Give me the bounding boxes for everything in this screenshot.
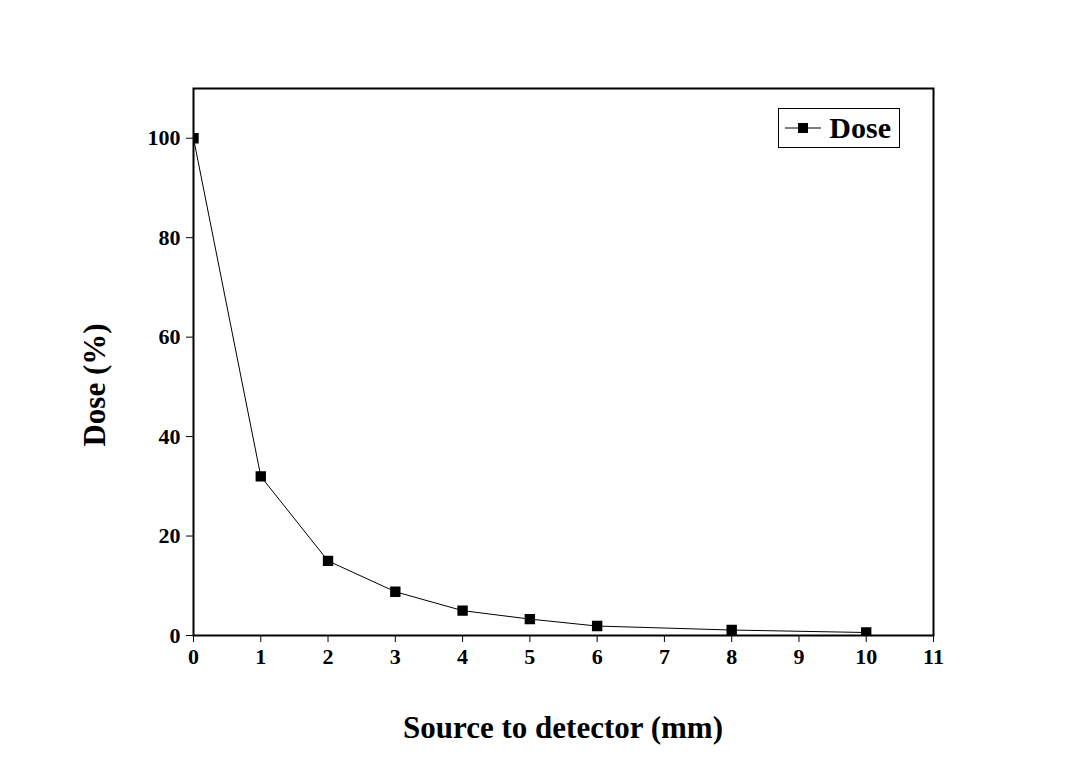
svg-text:7: 7	[659, 644, 670, 669]
svg-text:60: 60	[159, 324, 181, 349]
svg-text:0: 0	[188, 644, 199, 669]
svg-text:100: 100	[148, 125, 181, 150]
svg-text:4: 4	[457, 644, 468, 669]
html-text:Dose (%): Dose (%)	[77, 323, 112, 447]
svg-text:40: 40	[159, 424, 181, 449]
html-text:Dose: Dose	[829, 111, 891, 144]
svg-text:9: 9	[793, 644, 804, 669]
svg-text:2: 2	[323, 644, 334, 669]
svg-text:20: 20	[159, 523, 181, 548]
svg-text:10: 10	[855, 644, 877, 669]
svg-text:11: 11	[923, 644, 944, 669]
svg-text:3: 3	[390, 644, 401, 669]
svg-text:1: 1	[255, 644, 266, 669]
svg-text:5: 5	[524, 644, 535, 669]
svg-text:80: 80	[159, 225, 181, 250]
html-text:Source to detector (mm): Source to detector (mm)	[403, 710, 723, 745]
svg-text:6: 6	[592, 644, 603, 669]
svg-text:0: 0	[170, 623, 181, 648]
svg-text:8: 8	[726, 644, 737, 669]
